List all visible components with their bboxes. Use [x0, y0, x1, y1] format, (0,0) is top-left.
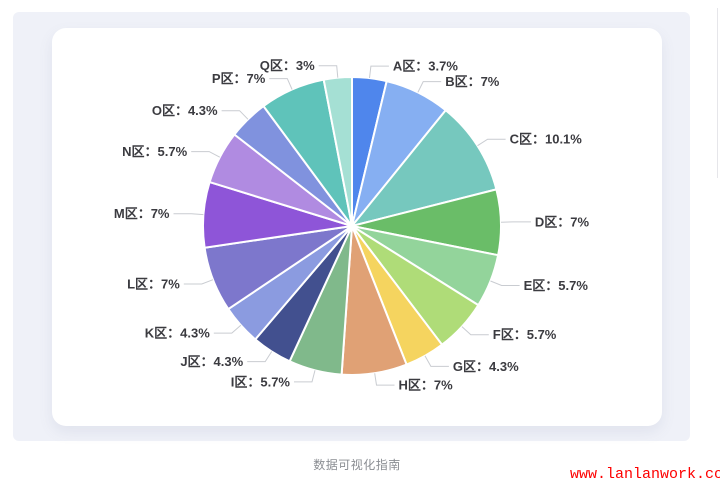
label-leader-line: [374, 373, 395, 386]
slice-label-C区: C区：10.1%: [510, 132, 583, 147]
slice-label-J区: J区：4.3%: [180, 354, 243, 369]
chart-card: A区：3.7% B区：7% C区：10.1% D区：7% E区：5.7% F区：5.7% G…: [52, 28, 662, 426]
slice-label-I区: I区：5.7%: [231, 374, 291, 389]
chart-caption: 数据可视化指南: [313, 458, 401, 472]
slice-label-H区: H区：7%: [399, 378, 454, 393]
label-leader-line: [417, 81, 442, 93]
label-leader-line: [318, 65, 339, 78]
slice-label-M区: M区：7%: [114, 206, 170, 221]
right-edge-divider: [717, 8, 718, 178]
label-leader-line: [213, 324, 242, 334]
label-leader-line: [294, 370, 316, 383]
label-leader-line: [424, 355, 449, 367]
slice-label-D区: D区：7%: [535, 214, 590, 229]
label-leader-line: [183, 279, 214, 285]
label-leader-line: [490, 280, 520, 286]
label-leader-line: [221, 110, 249, 120]
pie-chart[interactable]: A区：3.7%B区：7% C区：10.1% D区：7% E区：5.7% F区：5.7% G…: [52, 28, 662, 426]
slice-label-P区: P区：7%: [212, 71, 266, 86]
slice-label-A区: A区：3.7%: [393, 59, 458, 74]
slice-label-E区: E区：5.7%: [524, 278, 589, 293]
slice-label-B区: B区：7%: [445, 74, 500, 89]
label-leader-line: [191, 151, 221, 158]
slice-label-Q区: Q区：3%: [260, 58, 315, 73]
label-leader-line: [477, 138, 506, 147]
label-leader-line: [369, 65, 389, 79]
slice-label-N区: N区：5.7%: [122, 144, 187, 159]
label-leader-line: [173, 213, 204, 216]
slice-label-K区: K区：4.3%: [145, 326, 210, 341]
label-leader-line: [247, 351, 273, 363]
slice-label-G区: G区：4.3%: [453, 359, 519, 374]
watermark-text: www.lanlanwork.com: [570, 466, 720, 483]
slice-label-L区: L区：7%: [127, 277, 180, 292]
slice-label-O区: O区：4.3%: [152, 103, 218, 118]
pie-slice-C区[interactable]: [351, 109, 498, 227]
slice-label-F区: F区：5.7%: [493, 327, 557, 342]
label-leader-line: [461, 326, 489, 336]
label-leader-line: [269, 78, 293, 90]
page-background-panel: A区：3.7% B区：7% C区：10.1% D区：7% E区：5.7% F区：5.7% G…: [13, 12, 690, 441]
